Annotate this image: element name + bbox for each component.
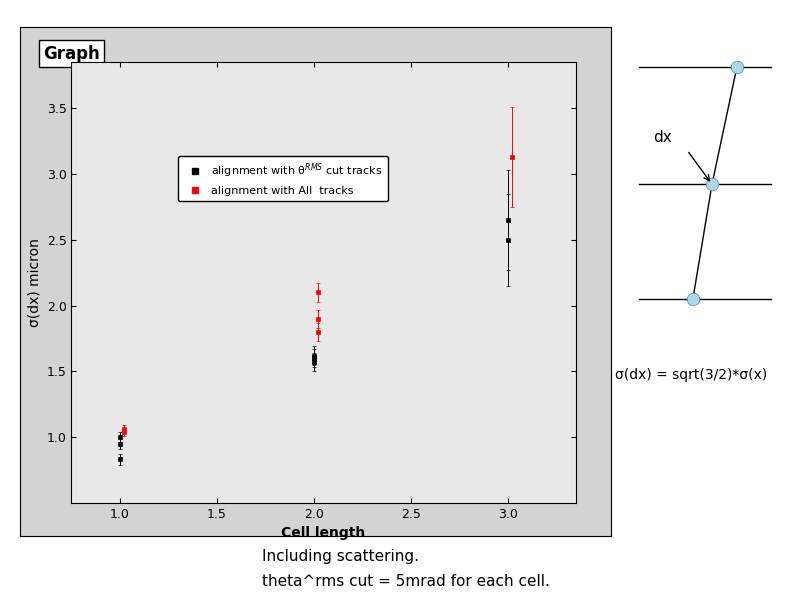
Text: Including scattering.: Including scattering. xyxy=(262,549,419,564)
Legend: alignment with θ$^{RMS}$ cut tracks, alignment with All  tracks: alignment with θ$^{RMS}$ cut tracks, ali… xyxy=(178,156,388,201)
Text: σ(dx) = sqrt(3/2)*σ(x): σ(dx) = sqrt(3/2)*σ(x) xyxy=(615,368,768,382)
Text: dx: dx xyxy=(653,130,672,145)
Text: Graph: Graph xyxy=(44,45,100,62)
X-axis label: Cell length: Cell length xyxy=(281,526,366,540)
Text: theta^rms cut = 5mrad for each cell.: theta^rms cut = 5mrad for each cell. xyxy=(262,574,550,590)
Y-axis label: σ(dx) micron: σ(dx) micron xyxy=(27,238,41,327)
